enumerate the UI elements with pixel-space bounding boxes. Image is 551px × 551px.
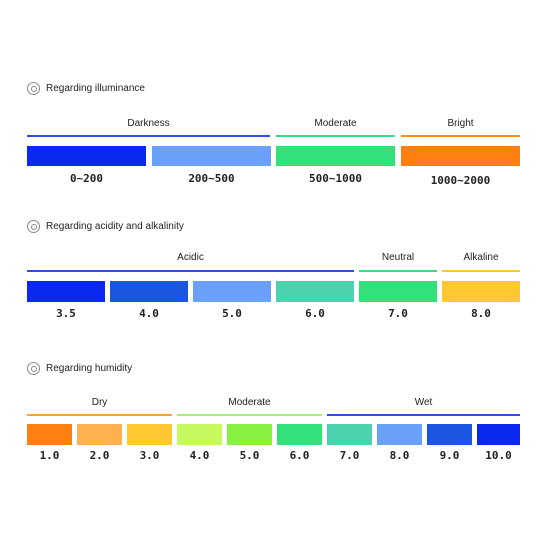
- group-line: [276, 135, 395, 137]
- value-label: 7.0: [339, 449, 360, 462]
- color-swatch: [177, 424, 222, 445]
- group-line: [327, 414, 520, 416]
- group-wet: Wet: [327, 397, 520, 416]
- group-label: Wet: [414, 397, 433, 408]
- group-line: [359, 270, 437, 272]
- group-label: Neutral: [381, 252, 415, 263]
- value-label: 1.0: [39, 449, 60, 462]
- color-swatch: [327, 424, 372, 445]
- value-label: 200~500: [188, 172, 235, 185]
- group-label: Dry: [91, 397, 108, 408]
- group-line: [27, 135, 270, 137]
- section-title-row: Regarding acidity and alkalinity: [27, 220, 184, 233]
- section-title-row: Regarding illuminance: [27, 82, 145, 95]
- value-label: 6.0: [289, 449, 310, 462]
- target-icon: [27, 82, 40, 95]
- value-label: 2.0: [89, 449, 110, 462]
- color-swatch: [359, 281, 437, 302]
- group-label: Bright: [447, 118, 474, 129]
- group-line: [177, 414, 322, 416]
- value-label: 4.0: [189, 449, 210, 462]
- color-swatch: [276, 281, 354, 302]
- color-swatch: [377, 424, 422, 445]
- color-swatch: [442, 281, 520, 302]
- color-swatch: [193, 281, 271, 302]
- value-label: 4.0: [139, 307, 159, 320]
- target-icon: [27, 220, 40, 233]
- color-swatch: [27, 281, 105, 302]
- section-title-row: Regarding humidity: [27, 362, 132, 375]
- value-label: 1000~2000: [430, 174, 491, 187]
- color-swatch: [277, 424, 322, 445]
- color-swatch: [401, 146, 520, 166]
- group-line: [442, 270, 520, 272]
- group-acidic: Acidic: [27, 252, 354, 272]
- color-swatch: [110, 281, 188, 302]
- group-moderate: Moderate: [276, 118, 395, 137]
- group-alkaline: Alkaline: [442, 252, 520, 272]
- value-label: 9.0: [439, 449, 460, 462]
- group-label: Alkaline: [463, 252, 499, 263]
- group-line: [27, 270, 354, 272]
- group-line: [401, 135, 520, 137]
- group-label: Darkness: [127, 118, 170, 129]
- group-bright: Bright: [401, 118, 520, 137]
- group-dry: Dry: [27, 397, 172, 416]
- color-swatch: [127, 424, 172, 445]
- group-line: [27, 414, 172, 416]
- group-label: Acidic: [177, 252, 204, 263]
- group-neutral: Neutral: [359, 252, 437, 272]
- value-label: 3.5: [56, 307, 76, 320]
- group-label: Moderate: [228, 397, 271, 408]
- value-label: 500~1000: [309, 172, 362, 185]
- color-swatch: [27, 424, 72, 445]
- group-darkness: Darkness: [27, 118, 270, 137]
- section-title: Regarding illuminance: [46, 83, 145, 94]
- section-title: Regarding acidity and alkalinity: [46, 221, 184, 232]
- group-moderate: Moderate: [177, 397, 322, 416]
- color-swatch: [152, 146, 271, 166]
- color-swatch: [477, 424, 520, 445]
- value-label: 5.0: [239, 449, 260, 462]
- value-label: 5.0: [222, 307, 242, 320]
- value-label: 10.0: [485, 449, 512, 462]
- color-swatch: [27, 146, 146, 166]
- value-label: 8.0: [389, 449, 410, 462]
- color-swatch: [227, 424, 272, 445]
- group-label: Moderate: [314, 118, 357, 129]
- value-label: 3.0: [139, 449, 160, 462]
- value-label: 7.0: [388, 307, 408, 320]
- value-label: 6.0: [305, 307, 325, 320]
- color-swatch: [427, 424, 472, 445]
- value-label: 0~200: [69, 172, 104, 185]
- value-label: 8.0: [471, 307, 491, 320]
- color-swatch: [77, 424, 122, 445]
- section-title: Regarding humidity: [46, 363, 133, 374]
- color-swatch: [276, 146, 395, 166]
- target-icon: [27, 362, 40, 375]
